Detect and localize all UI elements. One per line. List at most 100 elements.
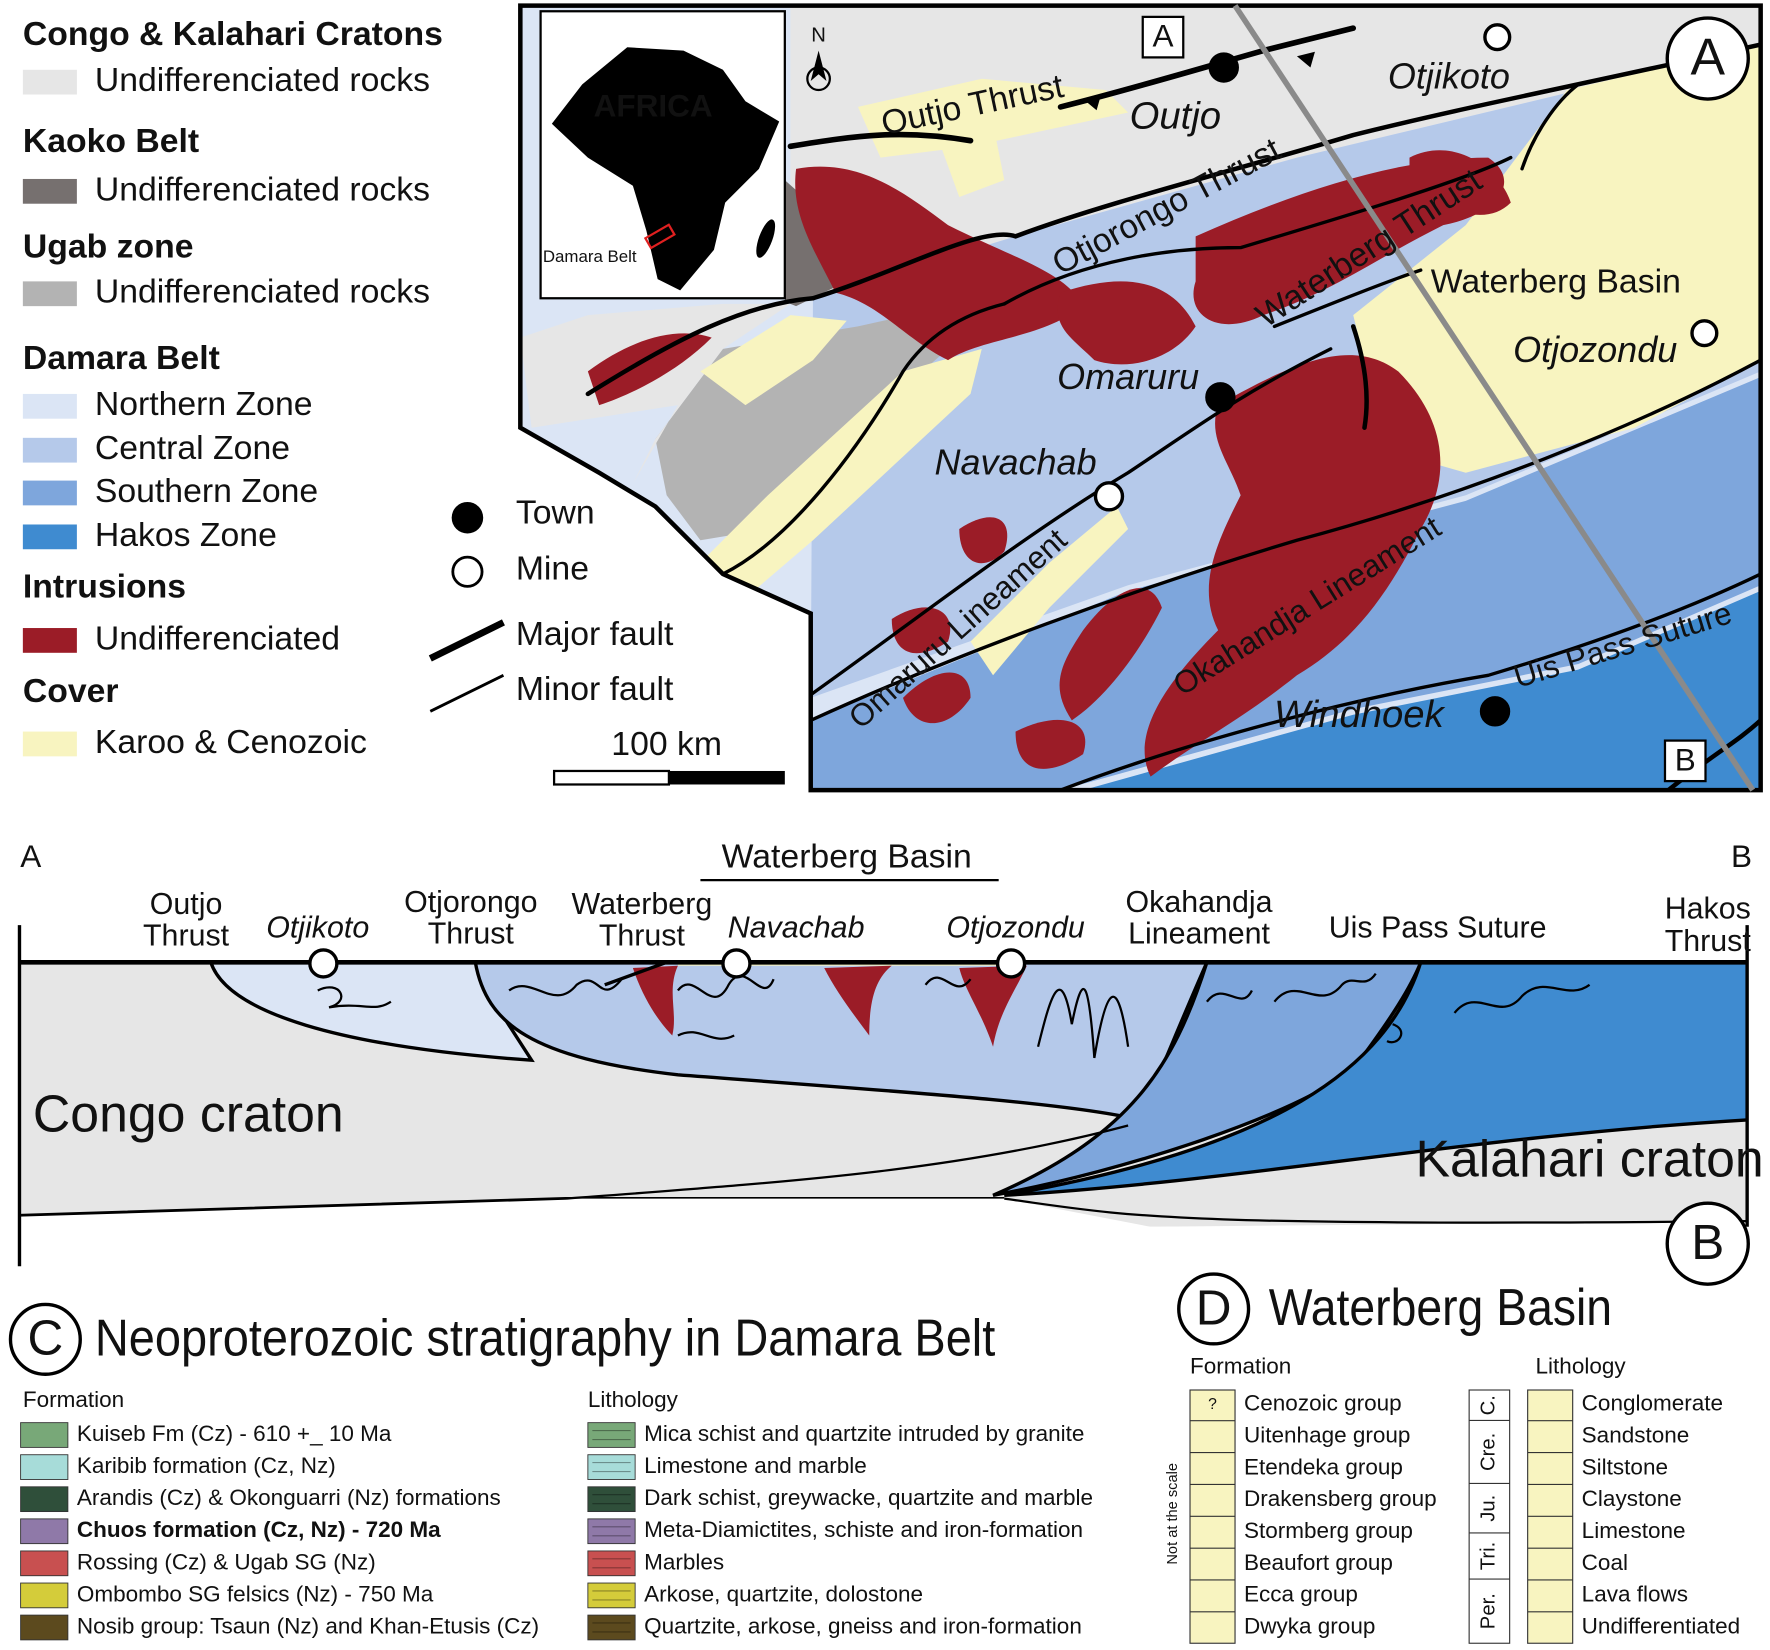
legend-item: Hakos Zone [95, 516, 277, 554]
map-label: Waterberg Basin [1431, 263, 1681, 301]
faults [585, 25, 1761, 791]
section-label: Thrust [1665, 924, 1752, 958]
group-label: Stormberg group [1244, 1518, 1413, 1543]
cross-section [19, 962, 1748, 1227]
lithology-label: Coal [1582, 1550, 1628, 1575]
column-header: Lithology [1536, 1353, 1627, 1378]
legend-group-title: Intrusions [23, 568, 186, 606]
formation-label: Kuiseb Fm (Cz) - 610 +_ 10 Ma [77, 1421, 392, 1446]
panel-label: A [1690, 27, 1725, 85]
legend-swatch [22, 281, 77, 307]
north-arrow [806, 50, 831, 92]
section-label: Navachab [728, 911, 865, 945]
panel-label: D [1196, 1280, 1232, 1335]
lithology-pattern [592, 1494, 631, 1505]
lithology-pattern [592, 1622, 631, 1633]
panel-circle [1177, 1272, 1251, 1346]
craton-boundary [1004, 1197, 1748, 1224]
period-label: Cre. [1478, 1433, 1500, 1471]
town-symbol [451, 501, 484, 534]
mine-symbol [451, 555, 484, 588]
period-label: C. [1478, 1395, 1500, 1415]
lithology-label: Meta-Diamictites, schiste and iron-forma… [644, 1517, 1083, 1542]
symbol-label: Major fault [516, 615, 674, 653]
fault-trace [604, 960, 668, 987]
section-label: Thrust [428, 916, 515, 950]
formation-swatch [20, 1582, 69, 1609]
map-frame [518, 3, 1763, 793]
africa-shape [551, 47, 780, 291]
legend-item: Undifferenciated rocks [95, 170, 430, 208]
section-label: Okahandja [1126, 885, 1273, 919]
legend-item: Southern Zone [95, 472, 318, 510]
period-label: Ju. [1478, 1495, 1500, 1522]
lithology-swatch [587, 1422, 636, 1448]
group-label: Ecca group [1244, 1582, 1358, 1607]
scale-bar [552, 769, 671, 786]
legend-item: Karoo & Cenozoic [95, 723, 367, 761]
minor-fault-symbol [429, 674, 505, 713]
formation-label: Rossing (Cz) & Ugab SG (Nz) [77, 1549, 376, 1574]
column-header: Formation [1190, 1353, 1291, 1378]
symbol-label: Mine [516, 550, 589, 588]
formation-swatch [20, 1518, 69, 1545]
lithology-swatch [587, 1518, 636, 1545]
map-label: Otjikoto [1388, 55, 1510, 96]
lithology-label: Siltstone [1582, 1454, 1668, 1479]
lithology-label: Limestone [1582, 1518, 1686, 1543]
section-label: Otjorongo [404, 885, 537, 919]
map-points [1093, 23, 1719, 727]
profile-end-box [1663, 739, 1707, 783]
lithology-label: Arkose, quartzite, dolostone [644, 1581, 923, 1606]
lithology-label: Limestone and marble [644, 1453, 867, 1478]
formation-swatch [20, 1550, 69, 1577]
legend-swatch [22, 480, 77, 506]
symbol-label: Minor fault [516, 670, 674, 708]
scale-note: Not at the scale [1165, 1463, 1181, 1565]
column-header: Formation [23, 1387, 124, 1412]
profile-end: A [1152, 18, 1173, 54]
lithology-label: Quartzite, arkose, gneiss and iron-forma… [644, 1613, 1082, 1638]
lithology-pattern [592, 1462, 631, 1473]
period-label: Per. [1478, 1593, 1500, 1629]
map-label: Otjozondu [1513, 329, 1677, 370]
lithology-label: Marbles [644, 1549, 724, 1574]
formation-label: Chuos formation (Cz, Nz) - 720 Ma [77, 1517, 441, 1542]
craton-label: Kalahari craton [1415, 1129, 1763, 1187]
period-label: Tri. [1478, 1542, 1500, 1571]
legend-item: Northern Zone [95, 385, 313, 423]
legend-group-title: Kaoko Belt [23, 122, 199, 160]
group-label: Dwyka group [1244, 1614, 1375, 1639]
scale-label: 100 km [611, 725, 722, 763]
group-label: Beaufort group [1244, 1550, 1393, 1575]
legend-swatch [22, 731, 77, 757]
lithology-label: Undifferentiated [1582, 1614, 1740, 1639]
symbol-label: Town [516, 493, 595, 531]
map-label: Outjo [1130, 94, 1221, 137]
lithology-pattern [592, 1558, 631, 1569]
profile-end: B [1675, 741, 1696, 777]
damara-box [643, 223, 676, 250]
legend-item: Undifferenciated [95, 619, 340, 657]
legend-group-title: Ugab zone [23, 228, 194, 266]
lithology-swatch [587, 1614, 636, 1641]
lithology-label: Sandstone [1582, 1422, 1690, 1447]
section-label: Hakos [1665, 892, 1751, 926]
lithology-label: Lava flows [1582, 1582, 1688, 1607]
lithology-swatch [587, 1454, 636, 1480]
legend-item: Undifferenciated rocks [95, 273, 430, 311]
inset-title: AFRICA [594, 87, 713, 123]
legend-swatch [22, 178, 77, 204]
section-label: Lineament [1128, 916, 1270, 950]
column-header: Lithology [588, 1387, 679, 1412]
panel-circle [1665, 1201, 1750, 1286]
lithology-pattern [592, 1429, 631, 1441]
lithology-label: Claystone [1582, 1486, 1682, 1511]
section-label: Uis Pass Suture [1329, 911, 1547, 945]
scale-bar [668, 770, 785, 785]
north-label: N [811, 24, 826, 46]
legend-group-title: Damara Belt [23, 339, 220, 377]
section-label: Waterberg [572, 887, 713, 921]
panel-circle [8, 1302, 82, 1376]
